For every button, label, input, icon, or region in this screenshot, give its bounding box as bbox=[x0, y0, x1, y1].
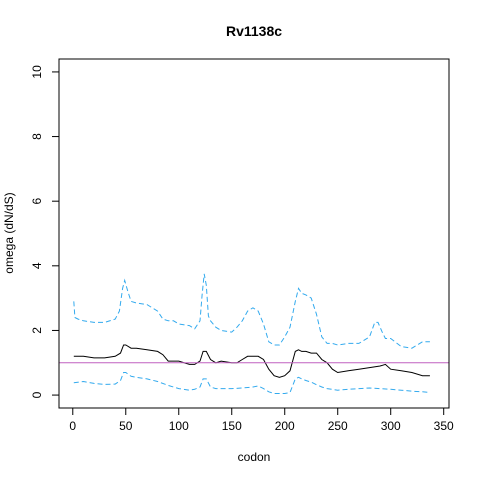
x-tick-label: 350 bbox=[434, 419, 454, 433]
x-tick-label: 300 bbox=[381, 419, 401, 433]
x-axis-label: codon bbox=[238, 450, 271, 464]
y-tick-label: 4 bbox=[30, 262, 44, 269]
plot-frame bbox=[58, 58, 450, 409]
chart-title: Rv1138c bbox=[226, 23, 282, 39]
y-tick-label: 6 bbox=[30, 198, 44, 205]
series-line-2 bbox=[73, 372, 430, 394]
y-axis-label: omega (dN/dS) bbox=[2, 192, 16, 273]
x-tick-label: 200 bbox=[275, 419, 295, 433]
x-tick-label: 100 bbox=[169, 419, 189, 433]
series-line-0 bbox=[73, 344, 430, 378]
y-tick-label: 2 bbox=[30, 327, 44, 334]
series-line-1 bbox=[73, 273, 430, 349]
x-tick-label: 0 bbox=[69, 419, 76, 433]
y-tick-label: 0 bbox=[30, 391, 44, 398]
axes-layer: 0 50 100 150 200 250 300 350 0 2 4 6 8 10 bbox=[30, 65, 454, 433]
y-tick-label: 10 bbox=[30, 65, 44, 79]
y-tick-label: 8 bbox=[30, 133, 44, 140]
series-layer bbox=[73, 273, 430, 394]
x-tick-label: 50 bbox=[119, 419, 133, 433]
x-tick-label: 150 bbox=[222, 419, 242, 433]
x-tick-label: 250 bbox=[328, 419, 348, 433]
